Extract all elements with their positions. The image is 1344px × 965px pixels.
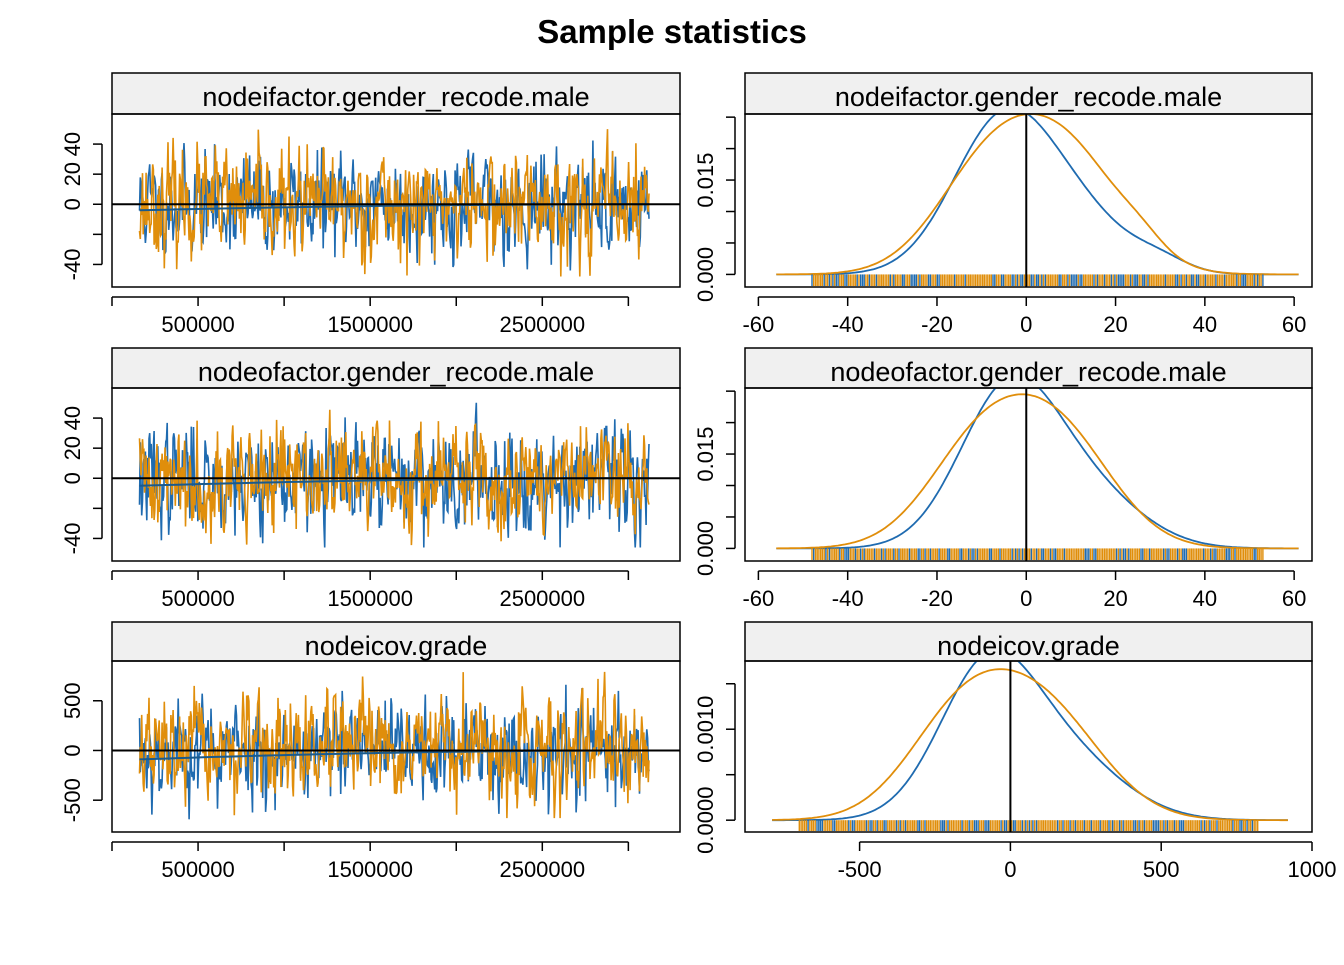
panel-title: nodeicov.grade: [305, 631, 488, 661]
panel-2: nodeofactor.gender_recode.male 500000 1500…: [60, 347, 681, 611]
strip-background: [111, 621, 681, 662]
density-series-2: [772, 668, 1288, 822]
y-tick-label: 0.000: [693, 247, 718, 302]
y-tick-label: 0.015: [693, 153, 718, 208]
x-tick-label: 0: [1020, 586, 1032, 611]
panel-content: [776, 114, 1299, 287]
plot-frame: [111, 387, 681, 562]
trace-series-2: [138, 409, 650, 546]
y-tick-label: -40: [60, 523, 85, 555]
x-tick-label: 2500000: [499, 312, 585, 337]
strip-background: [744, 621, 1313, 662]
y-tick-label: 40: [60, 406, 85, 430]
plot-frame: [744, 113, 1313, 288]
density-series-2: [776, 393, 1299, 550]
y-tick-label: 0: [60, 198, 85, 210]
x-tick-label: -40: [832, 312, 864, 337]
x-tick-label: 500: [1143, 857, 1180, 882]
x-tick-label: 20: [1103, 312, 1127, 337]
x-tick-label: -20: [921, 312, 953, 337]
x-tick-label: 20: [1103, 586, 1127, 611]
x-tick-label: 1500000: [327, 312, 413, 337]
x-tick-label: 0: [1020, 312, 1032, 337]
y-tick-label: 0.0000: [693, 787, 718, 854]
y-tick-label: 20: [60, 162, 85, 186]
density-series-1: [776, 388, 1299, 550]
y-tick-label: 0.015: [693, 427, 718, 482]
y-tick-label: -40: [60, 249, 85, 281]
plot-frame: [744, 660, 1313, 833]
plot-frame: [111, 660, 681, 833]
panel-content: [772, 661, 1288, 832]
y-tick-label: -500: [60, 778, 85, 822]
x-tick-label: -60: [742, 586, 774, 611]
panel-title: nodeofactor.gender_recode.male: [198, 357, 594, 387]
y-tick-label: 0.000: [693, 521, 718, 576]
panel-content: [112, 402, 680, 548]
x-tick-label: 1500000: [327, 586, 413, 611]
x-tick-label: 2500000: [499, 586, 585, 611]
y-tick-label: 40: [60, 132, 85, 156]
panel-title: nodeifactor.gender_recode.male: [835, 82, 1222, 112]
x-tick-label: 60: [1282, 586, 1306, 611]
x-tick-label: 40: [1193, 312, 1217, 337]
panel-1: nodeifactor.gender_recode.male -60 -40 -20 0…: [693, 72, 1313, 337]
x-tick-label: 500000: [161, 586, 234, 611]
panel-5: nodeicov.grade -500 0 500 1000 0.0000 0.0010: [693, 621, 1337, 882]
x-tick-label: 1000: [1288, 857, 1337, 882]
panel-4: nodeicov.grade 500000 1500000 2500000 -500 0 5…: [60, 621, 681, 882]
strip-background: [744, 347, 1313, 389]
plot-frame: [111, 113, 681, 288]
panel-content: [112, 129, 680, 277]
panel-content: [112, 671, 680, 820]
panel-title: nodeofactor.gender_recode.male: [830, 357, 1226, 387]
panel-title: nodeicov.grade: [937, 631, 1120, 661]
x-tick-label: 500000: [161, 857, 234, 882]
strip-background: [111, 347, 681, 389]
panel-content: [776, 388, 1299, 561]
panel-0: nodeifactor.gender_recode.male 500000 1500…: [60, 72, 681, 337]
y-tick-label: 20: [60, 436, 85, 460]
y-tick-label: 0: [60, 744, 85, 756]
y-tick-label: 500: [60, 682, 85, 719]
y-tick-label: 0: [60, 472, 85, 484]
x-tick-label: -500: [838, 857, 882, 882]
trace-series-2: [138, 129, 650, 277]
x-tick-label: 60: [1282, 312, 1306, 337]
panel-title: nodeifactor.gender_recode.male: [202, 82, 589, 112]
x-tick-label: -20: [921, 586, 953, 611]
panel-3: nodeofactor.gender_recode.male -60 -40 -20 0…: [693, 347, 1313, 611]
x-tick-label: 40: [1193, 586, 1217, 611]
x-tick-label: 500000: [161, 312, 234, 337]
y-tick-label: 0.0010: [693, 696, 718, 763]
x-tick-label: 2500000: [499, 857, 585, 882]
x-tick-label: -60: [742, 312, 774, 337]
trace-series-2: [138, 671, 650, 819]
x-tick-label: 0: [1004, 857, 1016, 882]
x-tick-label: -40: [832, 586, 864, 611]
plot-frame: [744, 387, 1313, 562]
strip-background: [111, 72, 681, 115]
page-title: Sample statistics: [537, 13, 807, 50]
x-tick-label: 1500000: [327, 857, 413, 882]
